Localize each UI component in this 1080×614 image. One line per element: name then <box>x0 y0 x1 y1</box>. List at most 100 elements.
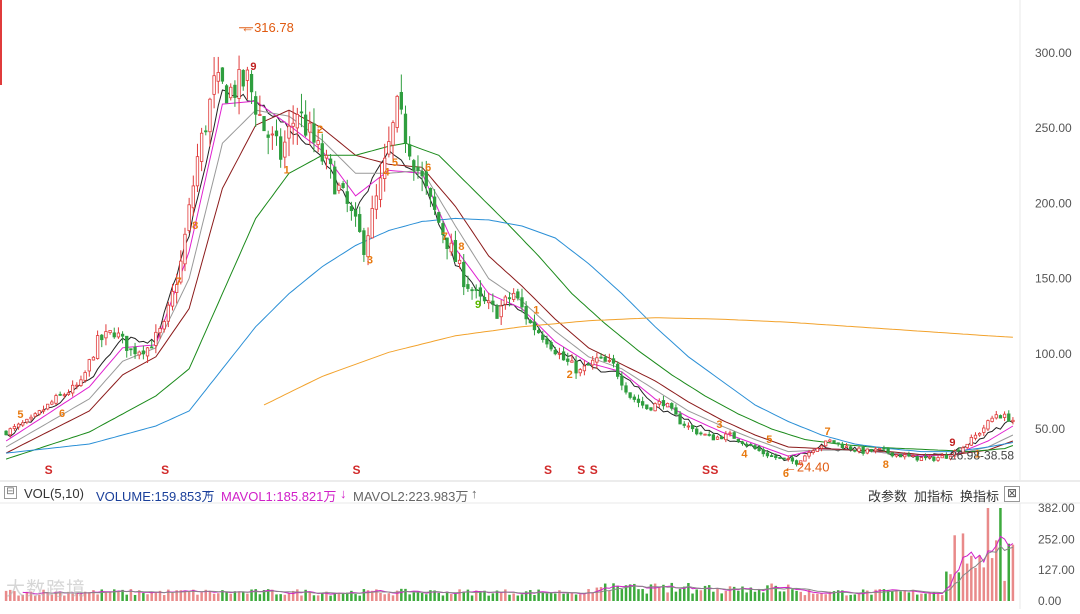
volume-bar <box>142 593 145 601</box>
candle-body <box>778 457 782 459</box>
candle-body <box>998 415 1003 419</box>
volume-bar <box>620 589 624 601</box>
ma-line-ma20 <box>5 109 1014 456</box>
volume-bar <box>204 589 208 601</box>
candle-body <box>358 214 362 232</box>
candle-body <box>141 350 146 355</box>
candle-body <box>720 436 724 440</box>
volume-bar <box>895 591 898 601</box>
candle-body <box>561 351 566 361</box>
signal-number: 5 <box>766 434 772 446</box>
volume-bar <box>175 590 178 601</box>
volume-bar <box>283 594 287 601</box>
volume-bar <box>308 592 312 601</box>
candle-body <box>403 113 408 144</box>
candle-body <box>632 396 636 400</box>
candle-body <box>832 440 836 444</box>
volume-bar <box>570 592 574 601</box>
volume-bar <box>874 589 877 601</box>
candle-body <box>799 460 803 465</box>
volume-bar <box>495 590 499 601</box>
candle-body <box>95 335 100 359</box>
candle-body <box>603 356 607 362</box>
signal-number: 9 <box>250 61 256 73</box>
volume-bar <box>258 594 262 601</box>
collapse-icon[interactable]: ⊟ <box>4 486 17 499</box>
mavol1-arrow-icon: ↓ <box>340 486 347 501</box>
candle-body <box>566 358 570 362</box>
volume-bar <box>608 590 611 601</box>
candle-body <box>154 331 158 346</box>
volume-bar <box>221 590 224 601</box>
volume-bar <box>545 593 549 601</box>
candle-body <box>649 407 653 411</box>
volume-bar <box>932 592 936 601</box>
volume-bar <box>920 593 923 601</box>
volume-bar <box>217 593 220 601</box>
candle-body <box>545 338 549 345</box>
candle-body <box>71 384 75 394</box>
volume-bar <box>832 591 836 601</box>
candle-body <box>362 230 366 255</box>
candle-body <box>986 420 990 430</box>
close-icon[interactable]: ⊠ <box>1004 486 1020 502</box>
signal-number: 3 <box>367 255 373 267</box>
candle-body <box>695 428 699 435</box>
candle-body <box>254 96 258 115</box>
volume-bar <box>861 589 865 601</box>
candle-body <box>445 237 449 249</box>
signal-number: 8 <box>192 220 198 232</box>
volume-bar <box>179 590 183 601</box>
volume-bar <box>412 592 416 601</box>
volume-bar <box>1007 543 1011 601</box>
volume-bar <box>321 592 324 601</box>
volume-bar <box>162 594 166 601</box>
candle-body <box>428 187 433 197</box>
volume-bar <box>524 591 528 601</box>
candle-body <box>183 233 187 265</box>
signal-number: 4 <box>741 449 748 461</box>
volume-bar <box>100 589 104 601</box>
mavol1-label: MAVOL1:185.821万 <box>221 489 337 504</box>
volume-bar <box>824 594 827 601</box>
candle-body <box>316 140 320 145</box>
volume-bar <box>578 594 582 601</box>
volume-bar <box>445 591 449 601</box>
volume-bar <box>96 594 99 601</box>
candle-body <box>412 160 416 171</box>
candle-body <box>374 195 379 210</box>
volume-bar <box>171 592 174 601</box>
candle-body <box>516 291 520 299</box>
volume-bar <box>196 594 199 601</box>
signal-number: 8 <box>458 241 464 253</box>
price-tick-label: 150.00 <box>1035 272 1072 286</box>
candle-body <box>66 392 71 396</box>
candle-body <box>699 432 703 435</box>
candle-body <box>807 452 811 457</box>
volume-bar <box>628 584 632 601</box>
candle-body <box>353 209 358 217</box>
candle-body <box>861 446 865 454</box>
sell-signal-marker: S <box>45 463 53 477</box>
candle-body <box>932 456 936 461</box>
volume-bar <box>737 590 740 601</box>
volume-bar <box>325 591 328 601</box>
volume-bar <box>766 585 769 601</box>
volume-up-arrow-icon: ↑ <box>205 486 212 501</box>
volume-bar <box>337 592 341 601</box>
add-indicator-button[interactable]: 加指标 <box>914 489 954 504</box>
candle-body <box>503 296 507 305</box>
volume-bar <box>113 589 116 601</box>
candle-body <box>749 444 753 447</box>
candle-body <box>21 422 25 426</box>
volume-bar <box>549 592 553 601</box>
candle-body <box>661 400 666 407</box>
candle-body <box>536 330 541 334</box>
switch-indicator-button[interactable]: 换指标 <box>960 489 1000 504</box>
candle-body <box>574 361 578 374</box>
edit-params-button[interactable]: 改参数 <box>868 489 908 504</box>
volume-bar <box>262 590 266 601</box>
volume-bar <box>953 535 956 601</box>
